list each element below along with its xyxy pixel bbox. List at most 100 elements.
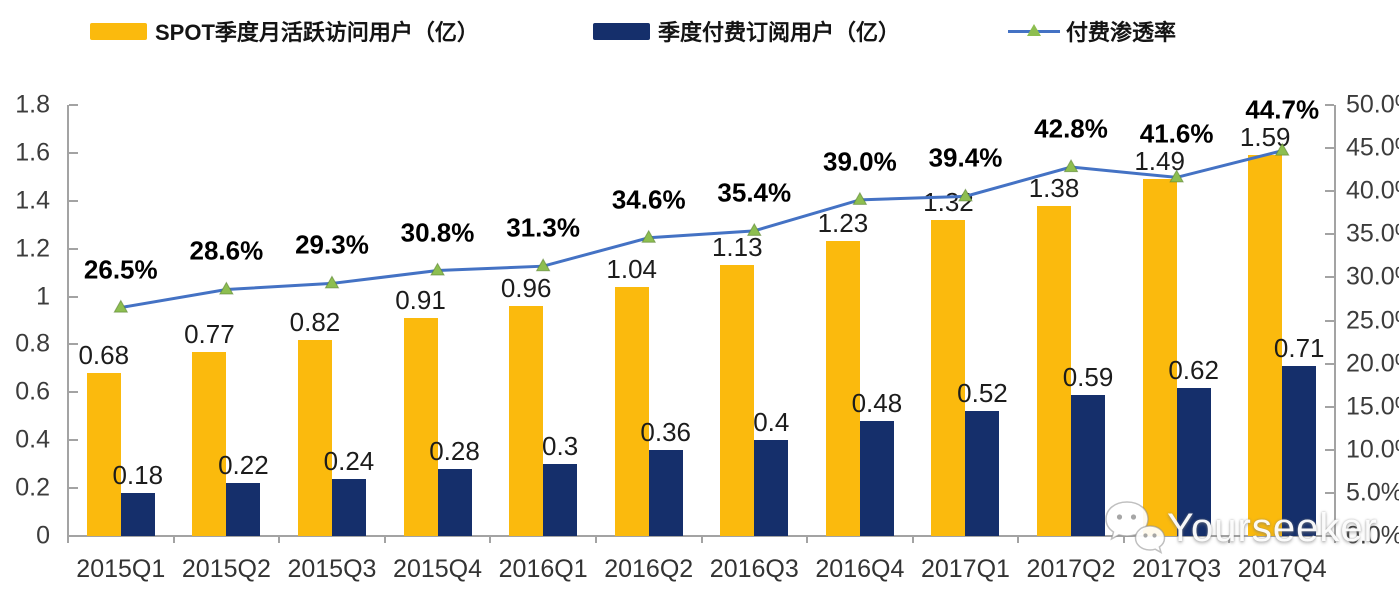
legend-item-penetration: 付费渗透率	[1008, 15, 1176, 47]
mau-value-label: 0.77	[184, 318, 235, 349]
penetration-percent-label: 28.6%	[189, 235, 264, 266]
x-axis-label: 2017Q1	[920, 555, 1010, 583]
paid-bar	[120, 492, 155, 536]
watermark-text: Yourseeker	[1167, 505, 1378, 550]
right-axis-tick	[1325, 276, 1334, 279]
wechat-icon	[1105, 501, 1166, 554]
left-axis-tick	[69, 487, 78, 490]
x-axis-tick	[806, 536, 809, 543]
right-axis-tick	[1325, 448, 1334, 451]
x-axis-label: 2016Q3	[709, 555, 799, 583]
x-axis-label: 2015Q1	[76, 555, 166, 583]
left-axis-tick	[69, 151, 78, 154]
mau-bar	[614, 286, 649, 536]
mau-value-label: 0.68	[78, 340, 130, 371]
paid-value-label: 0.71	[1273, 332, 1325, 363]
triangle-marker-icon	[430, 262, 445, 276]
paid-bar	[437, 468, 472, 536]
right-axis-tick-label: 20.0%	[1346, 349, 1399, 378]
triangle-marker-icon	[1063, 159, 1079, 173]
paid-value-label: 0.28	[429, 435, 480, 466]
mau-bar	[931, 219, 966, 536]
triangle-marker-icon	[958, 188, 973, 202]
legend-label-paid: 季度付费订阅用户（亿）	[658, 20, 901, 45]
right-axis-tick	[1325, 405, 1334, 408]
mau-value-label: 1.32	[923, 186, 974, 217]
mau-bar	[509, 306, 544, 536]
paid-value-label: 0.52	[957, 378, 1008, 409]
x-axis-label: 2016Q4	[815, 555, 905, 583]
right-axis-tick	[1325, 233, 1334, 236]
legend-label-mau: SPOT季度月活跃访问用户（亿）	[155, 20, 479, 45]
right-axis-tick-label: 45.0%	[1346, 133, 1399, 162]
right-axis-tick-label: 35.0%	[1346, 219, 1399, 248]
mau-value-label: 1.38	[1028, 172, 1080, 203]
right-axis-tick-label: 15.0%	[1346, 392, 1399, 421]
x-axis-tick	[278, 536, 281, 543]
x-axis-tick	[67, 536, 69, 543]
triangle-marker-icon	[219, 281, 234, 295]
right-axis-tick	[1325, 319, 1334, 322]
triangle-marker-icon	[535, 258, 551, 272]
left-axis-line	[67, 105, 69, 536]
mau-bar	[825, 241, 860, 536]
paid-bar	[331, 478, 366, 536]
paid-value-label: 0.4	[753, 407, 790, 438]
triangle-marker-icon	[746, 222, 762, 236]
left-axis-tick-label: 0.4	[15, 425, 50, 454]
right-axis-tick	[1325, 362, 1334, 365]
paid-bar	[965, 411, 1000, 536]
left-axis-tick-label: 0.2	[15, 473, 50, 502]
mau-value-label: 0.91	[395, 285, 446, 316]
right-axis-line	[1334, 105, 1336, 536]
right-axis-tick-label: 40.0%	[1346, 176, 1399, 205]
x-axis-tick	[1017, 536, 1020, 543]
left-axis-tick	[69, 247, 78, 250]
paid-bar	[754, 440, 789, 536]
x-axis-label: 2015Q4	[393, 555, 483, 583]
left-axis-tick	[69, 104, 78, 106]
mau-value-label: 1.59	[1239, 122, 1291, 153]
penetration-percent-label: 39.0%	[823, 146, 897, 177]
legend-label-penetration: 付费渗透率	[1066, 20, 1177, 45]
x-axis-tick	[172, 536, 175, 543]
left-axis-tick-label: 1	[36, 282, 50, 311]
x-axis-label: 2016Q2	[604, 555, 694, 583]
penetration-series-swatch	[1008, 15, 1060, 47]
mau-bar	[720, 265, 755, 536]
paid-value-label: 0.3	[542, 431, 579, 462]
penetration-percent-label: 30.8%	[400, 217, 475, 247]
left-axis-tick-label: 1.4	[15, 186, 50, 215]
left-axis-tick-label: 1.6	[15, 138, 50, 167]
mau-value-label: 1.49	[1134, 146, 1185, 177]
mau-value-label: 1.13	[711, 232, 763, 263]
paid-value-label: 0.62	[1168, 354, 1219, 385]
x-axis-tick	[911, 536, 914, 543]
x-axis-label: 2015Q3	[287, 555, 377, 583]
mau-value-label: 1.23	[817, 208, 869, 239]
paid-value-label: 0.18	[112, 459, 164, 490]
right-axis-tick	[1325, 147, 1334, 150]
mau-bar	[1142, 179, 1177, 536]
mau-value-label: 0.82	[289, 306, 341, 337]
penetration-percent-label: 34.6%	[611, 184, 686, 215]
right-axis-tick-label: 50.0%	[1346, 90, 1399, 119]
mau-bar	[403, 318, 438, 536]
triangle-marker-icon	[1274, 142, 1290, 156]
paid-bar	[859, 421, 894, 536]
triangle-marker-icon	[324, 275, 340, 289]
triangle-marker-icon	[641, 229, 657, 243]
penetration-percent-label: 44.7%	[1245, 94, 1320, 125]
mau-bar	[1248, 155, 1283, 536]
x-axis-tick	[383, 536, 386, 543]
mau-bar	[1037, 205, 1072, 536]
x-axis-tick	[594, 536, 597, 543]
mau-value-label: 0.96	[500, 273, 552, 304]
left-axis-tick-label: 0	[36, 521, 50, 550]
penetration-percent-label: 31.3%	[506, 212, 580, 243]
x-axis-label: 2016Q1	[498, 555, 588, 583]
mau-series-swatch	[90, 22, 147, 40]
legend-item-mau: SPOT季度月活跃访问用户（亿）	[90, 15, 479, 47]
mau-bar	[192, 351, 227, 536]
